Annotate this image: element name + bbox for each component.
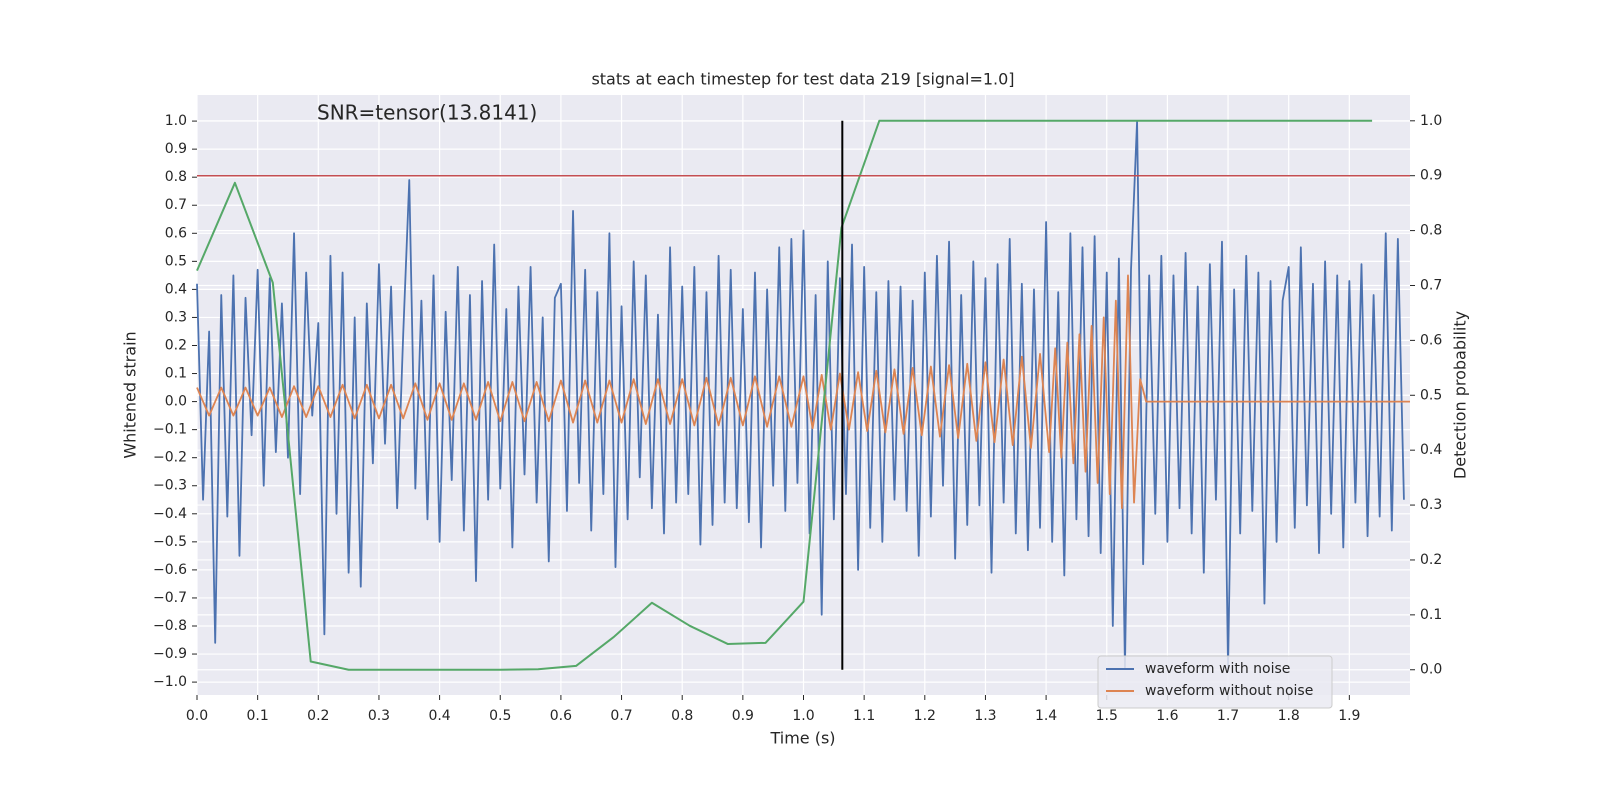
x-tick-label: 1.5	[1096, 708, 1118, 724]
x-tick-label: 0.1	[247, 708, 269, 724]
legend-label: waveform without noise	[1145, 683, 1313, 699]
x-tick-label: 0.2	[307, 708, 329, 724]
x-tick-label: 1.3	[974, 708, 996, 724]
x-tick-label: 1.1	[853, 708, 875, 724]
y-tick-label: −0.5	[153, 534, 187, 550]
x-tick-label: 0.4	[428, 708, 450, 724]
legend-box	[1097, 655, 1333, 709]
y-tick-label: −0.7	[153, 590, 187, 606]
x-tick-label: 0.7	[610, 708, 632, 724]
x-tick-label: 0.9	[732, 708, 754, 724]
y-tick-label: 0.2	[165, 337, 187, 353]
legend-label: waveform with noise	[1145, 661, 1290, 677]
x-tick-label: 1.7	[1217, 708, 1239, 724]
y-tick-label: −0.2	[153, 450, 187, 466]
y-tick-label: −0.6	[153, 562, 187, 578]
y-tick-label: 0.5	[165, 253, 187, 269]
y-tick-label: −0.9	[153, 646, 187, 662]
y-tick-label: 0.7	[165, 197, 187, 213]
x-tick-label: 0.6	[550, 708, 572, 724]
y-tick-label: 0.4	[165, 281, 187, 297]
marks	[196, 119, 1410, 671]
x-tick-label: 0.5	[489, 708, 511, 724]
y-tick-label: 1.0	[165, 113, 187, 129]
x-tick-label: 1.9	[1338, 708, 1360, 724]
x-tick-label: 1.2	[914, 708, 936, 724]
y-tick-label: −0.1	[153, 422, 187, 438]
x-axis-label: Time (s)	[769, 729, 835, 748]
y2-tick-label: 0.8	[1420, 223, 1442, 239]
series-line	[196, 120, 1405, 669]
x-tick-label: 0.8	[671, 708, 693, 724]
y-tick-label: 0.9	[165, 141, 187, 157]
y-tick-label: 0.1	[165, 366, 187, 382]
chart-title: stats at each timestep for test data 219…	[591, 70, 1014, 89]
series-line	[196, 274, 1410, 510]
y2-tick-label: 0.4	[1420, 442, 1442, 458]
y-tick-label: −0.8	[153, 618, 187, 634]
x-tick-label: 1.8	[1278, 708, 1300, 724]
y2-tick-label: 1.0	[1420, 113, 1442, 129]
y-tick-label: −0.4	[153, 506, 187, 522]
y2-tick-label: 0.0	[1420, 662, 1442, 678]
x-tick-label: 1.4	[1035, 708, 1057, 724]
y2-tick-label: 0.9	[1420, 168, 1442, 184]
y-tick-label: 0.0	[165, 394, 187, 410]
series-line	[196, 119, 1373, 671]
x-tick-label: 0.0	[186, 708, 208, 724]
y-tick-label: −0.3	[153, 478, 187, 494]
y2-tick-label: 0.2	[1420, 552, 1442, 568]
y2-tick-label: 0.6	[1420, 332, 1442, 348]
y-tick-label: −1.0	[153, 674, 187, 690]
y2-tick-label: 0.1	[1420, 607, 1442, 623]
x-tick-label: 0.3	[368, 708, 390, 724]
y-tick-label: 0.3	[165, 309, 187, 325]
y2-tick-label: 0.3	[1420, 497, 1442, 513]
y-tick-label: 0.6	[165, 225, 187, 241]
x-tick-label: 1.0	[792, 708, 814, 724]
y-axis-label: Whitened strain	[121, 331, 140, 458]
legend: waveform with noise waveform without nois…	[1097, 655, 1333, 709]
y2-tick-label: 0.5	[1420, 387, 1442, 403]
y2-axis-label: Detection probability	[1451, 311, 1470, 479]
y-tick-label: 0.8	[165, 169, 187, 185]
x-tick-label: 1.6	[1156, 708, 1178, 724]
annotation: SNR=tensor(13.8141)	[317, 101, 537, 125]
grid: 0.0 0.1 0.2 0.3 0.4 0.5 0.6 0.7 0.8 0.9 1.0 1.1 1.2 1…	[153, 95, 1442, 724]
y2-tick-label: 0.7	[1420, 277, 1442, 293]
